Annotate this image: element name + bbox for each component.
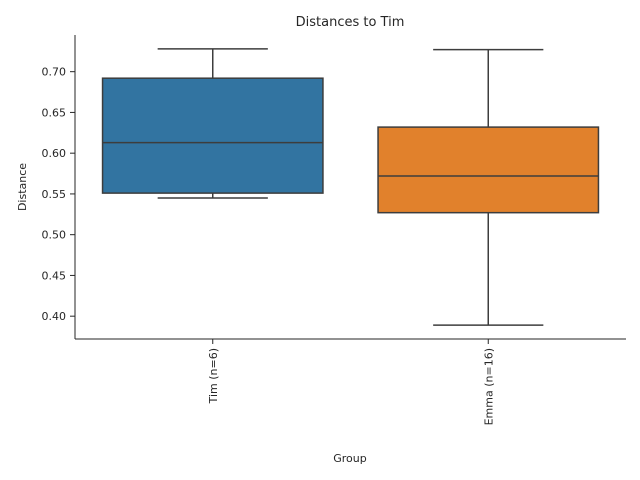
y-tick-label: 0.65 [42, 106, 67, 119]
plot-area [101, 48, 600, 326]
y-axis-label: Distance [16, 163, 29, 211]
box-iqr [101, 77, 324, 194]
y-tick-label: 0.45 [42, 269, 67, 282]
y-tick-label: 0.60 [42, 147, 67, 160]
box-iqr [377, 126, 600, 214]
y-tick-label: 0.40 [42, 310, 67, 323]
y-tick-label: 0.70 [42, 66, 67, 79]
x-axis-label: Group [333, 452, 367, 465]
y-tick-label: 0.50 [42, 229, 67, 242]
x-tick-label: Tim (n=6) [207, 348, 220, 404]
chart-title: Distances to Tim [296, 15, 405, 30]
x-axis-ticks: Tim (n=6) Emma (n=16) [207, 339, 495, 425]
y-tick-label: 0.55 [42, 188, 67, 201]
y-axis-ticks: 0.40 0.45 0.50 0.55 0.60 0.65 0.70 [42, 66, 75, 323]
x-tick-label: Emma (n=16) [482, 348, 495, 425]
